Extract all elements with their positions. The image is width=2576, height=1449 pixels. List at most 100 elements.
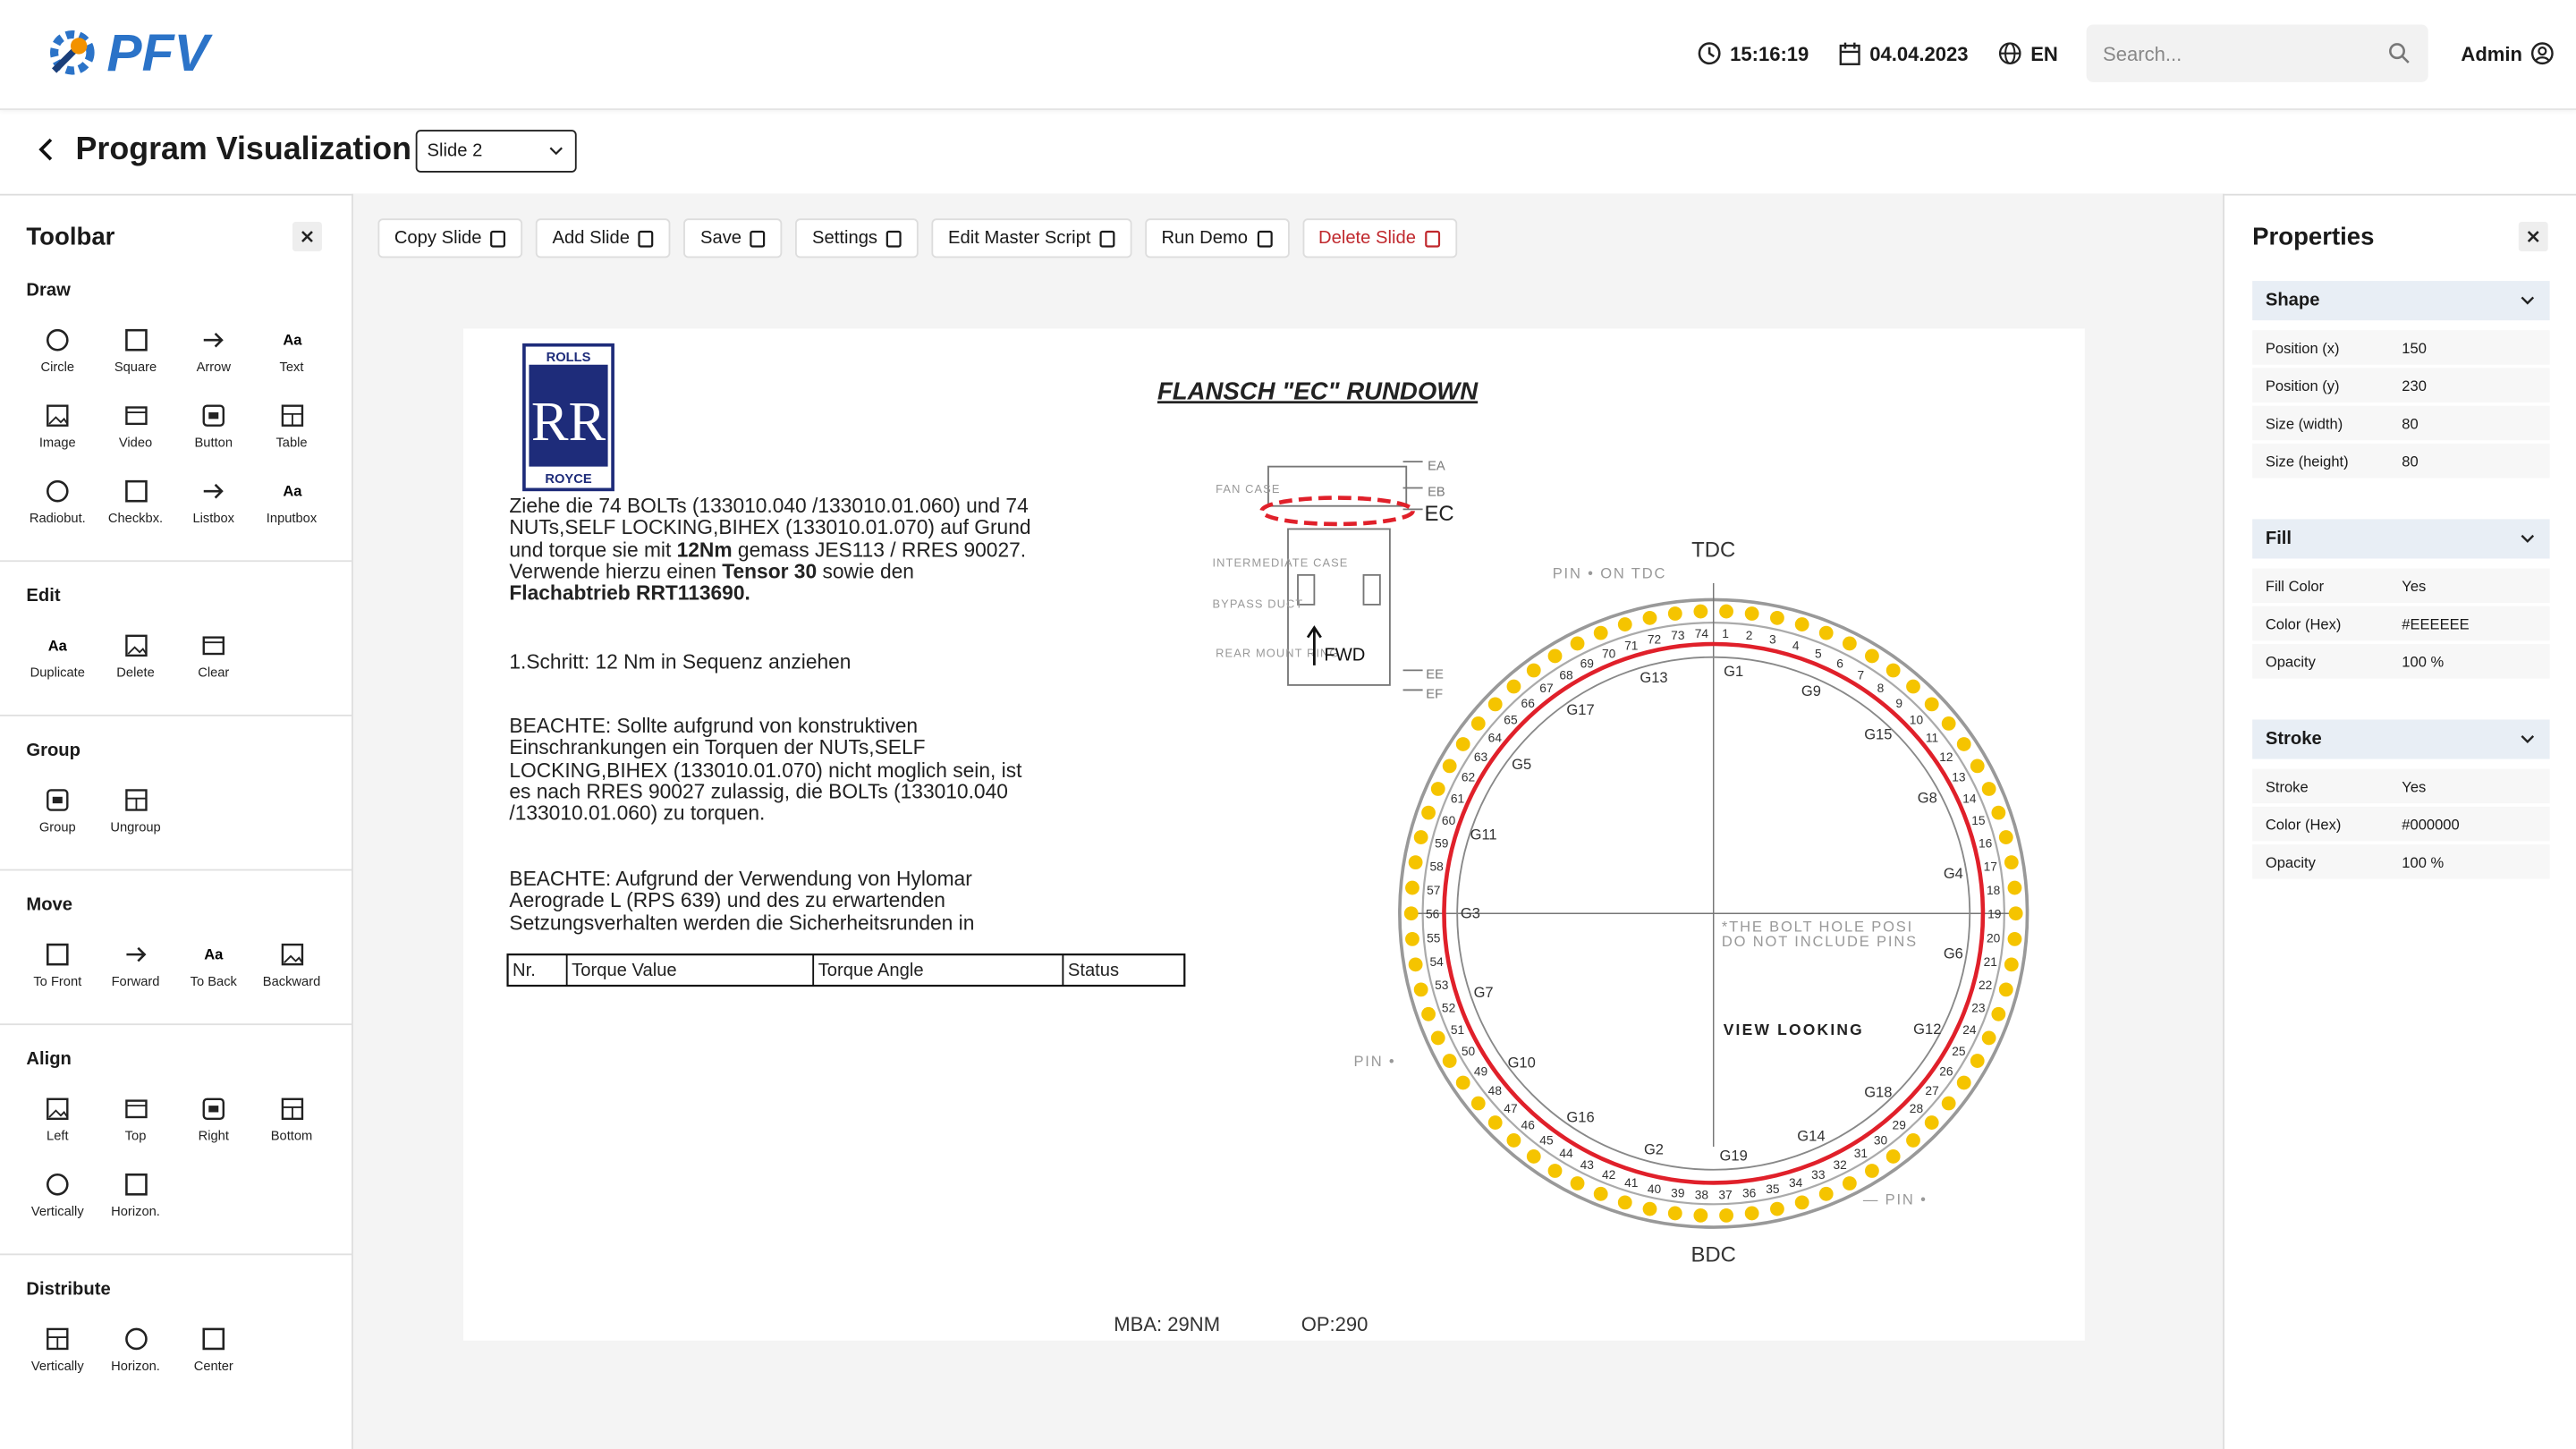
bolt-dot bbox=[2008, 906, 2023, 921]
bolt-number: 39 bbox=[1671, 1186, 1684, 1199]
slide-drawing: ROLLS RR ROYCE FLANSCH "EC" RUNDOWN Nr. Torqu… bbox=[506, 343, 2029, 1335]
tool-button[interactable]: Square bbox=[97, 326, 173, 375]
group-label: G10 bbox=[1508, 1055, 1536, 1072]
bolt-number: 41 bbox=[1624, 1176, 1638, 1190]
bolt-dot bbox=[1981, 1030, 1996, 1046]
paragraph: BEACHTE: Aufgrund der Verwendung von Hyl… bbox=[509, 869, 1031, 935]
action-button[interactable]: Edit Master Script bbox=[931, 218, 1132, 258]
tool-button[interactable]: Table bbox=[254, 401, 329, 450]
tool-button[interactable]: Backward bbox=[254, 940, 329, 989]
pin-label: PIN • ON TDC bbox=[1553, 565, 1667, 582]
text-run: Ziehe die 74 BOLTs (133010.040 /133010.0… bbox=[509, 494, 1031, 562]
property-group-header[interactable]: Shape bbox=[2252, 281, 2550, 321]
flange-label: EB bbox=[1428, 486, 1445, 500]
tool-button[interactable]: Center bbox=[176, 1324, 251, 1374]
tool-button[interactable]: Aa To Back bbox=[176, 940, 251, 989]
slide-canvas: ROLLS RR ROYCE FLANSCH "EC" RUNDOWN Nr. Torqu… bbox=[462, 328, 2085, 1341]
bolt-number: 35 bbox=[1766, 1182, 1780, 1196]
tool-button[interactable]: Image bbox=[20, 401, 95, 450]
tool-label: Horizon. bbox=[111, 1358, 160, 1374]
calendar: 04.04.2023 bbox=[1838, 41, 1969, 66]
bolt-dot bbox=[1970, 758, 1985, 774]
bolt-number: 69 bbox=[1580, 657, 1594, 670]
action-button[interactable]: Delete Slide bbox=[1301, 218, 1457, 258]
bolt-number: 19 bbox=[1987, 908, 2001, 921]
tool-button[interactable]: Arrow bbox=[176, 326, 251, 375]
sketch bbox=[1287, 528, 1391, 686]
tool-button[interactable]: Horizon. bbox=[97, 1324, 173, 1374]
property-group-header[interactable]: Stroke bbox=[2252, 719, 2550, 759]
tool-button[interactable]: Right bbox=[176, 1094, 251, 1143]
action-button[interactable]: Settings bbox=[795, 218, 919, 258]
language[interactable]: EN bbox=[1997, 41, 2058, 66]
bolt-number: 6 bbox=[1836, 657, 1843, 670]
slide-select-value: Slide 2 bbox=[427, 140, 483, 162]
bolt-number: 43 bbox=[1580, 1158, 1595, 1172]
bolt-number: 37 bbox=[1718, 1189, 1732, 1202]
tool-button[interactable]: Aa Inputbox bbox=[254, 477, 329, 526]
tool-button[interactable]: Top bbox=[97, 1094, 173, 1143]
bolt-number: 32 bbox=[1833, 1158, 1846, 1172]
tool-label: Button bbox=[194, 435, 233, 451]
property-row: Stroke Yes bbox=[2252, 768, 2550, 804]
section-title: Move bbox=[26, 895, 73, 916]
user-menu[interactable]: Admin bbox=[2461, 41, 2555, 66]
bolt-number: 38 bbox=[1695, 1189, 1709, 1202]
search-box[interactable]: Search... bbox=[2086, 24, 2428, 82]
engine-label: REAR MOUNT RING bbox=[1216, 647, 1339, 660]
tool-button[interactable]: Vertically bbox=[20, 1324, 95, 1374]
back-button[interactable] bbox=[36, 138, 55, 161]
tool-button[interactable]: Aa Duplicate bbox=[20, 631, 95, 680]
bolt-dot bbox=[1906, 1133, 1920, 1148]
action-button[interactable]: Save bbox=[683, 218, 783, 258]
bolt-number: 24 bbox=[1962, 1023, 1977, 1037]
bolt-number: 74 bbox=[1695, 627, 1709, 640]
tool-label: Group bbox=[38, 819, 76, 835]
slide-select[interactable]: Slide 2 bbox=[415, 130, 577, 173]
tool-button[interactable]: Clear bbox=[176, 631, 251, 680]
bolt-number: 8 bbox=[1877, 682, 1885, 695]
bolt-dot bbox=[1413, 830, 1428, 844]
tool-button[interactable]: Listbox bbox=[176, 477, 251, 526]
flange-label: EC bbox=[1424, 502, 1453, 526]
close-toolbar[interactable] bbox=[292, 221, 323, 252]
bolt-number: 23 bbox=[1971, 1001, 1986, 1014]
property-label: Color (Hex) bbox=[2265, 816, 2342, 834]
user-name: Admin bbox=[2461, 41, 2523, 65]
bolt-dot bbox=[1719, 1208, 1733, 1223]
tool-button[interactable]: Bottom bbox=[254, 1094, 329, 1143]
sketch bbox=[1267, 465, 1408, 507]
tool-button[interactable]: Ungroup bbox=[97, 785, 173, 835]
bolt-number: 18 bbox=[1987, 884, 2001, 897]
logo-inner bbox=[529, 364, 608, 467]
tool-button[interactable]: Circle bbox=[20, 326, 95, 375]
bolt-number: 65 bbox=[1504, 713, 1518, 726]
action-button[interactable]: Add Slide bbox=[536, 218, 671, 258]
bolt-dot bbox=[1842, 636, 1857, 651]
tool-label: Table bbox=[275, 435, 308, 451]
tool-label: Ungroup bbox=[110, 819, 161, 835]
tool-button[interactable]: Forward bbox=[97, 940, 173, 989]
action-button[interactable]: Run Demo bbox=[1145, 218, 1289, 258]
tool-button[interactable]: Delete bbox=[97, 631, 173, 680]
tool-button[interactable]: Horizon. bbox=[97, 1170, 173, 1219]
bolt-number: 42 bbox=[1602, 1168, 1615, 1182]
action-button[interactable]: Copy Slide bbox=[377, 218, 523, 258]
tool-button[interactable]: Checkbx. bbox=[97, 477, 173, 526]
property-label: Opacity bbox=[2265, 654, 2316, 671]
tool-button[interactable]: Vertically bbox=[20, 1170, 95, 1219]
tool-button[interactable]: Left bbox=[20, 1094, 95, 1143]
close-properties[interactable] bbox=[2518, 221, 2548, 252]
bolt-number: 44 bbox=[1559, 1147, 1573, 1160]
tool-button[interactable]: Video bbox=[97, 401, 173, 450]
properties-panel: Properties Shape Position (x) 150 Position … bbox=[2223, 193, 2576, 1449]
tool-button[interactable]: Group bbox=[20, 785, 95, 835]
tool-button[interactable]: To Front bbox=[20, 940, 95, 989]
tool-button[interactable]: Button bbox=[176, 401, 251, 450]
tool-button[interactable]: Radiobut. bbox=[20, 477, 95, 526]
logo-text: PFV bbox=[106, 22, 209, 82]
tool-button[interactable]: Aa Text bbox=[254, 326, 329, 375]
text-run: sowie den bbox=[817, 560, 914, 583]
bolt-dot bbox=[1998, 830, 2013, 844]
property-group-header[interactable]: Fill bbox=[2252, 519, 2550, 559]
